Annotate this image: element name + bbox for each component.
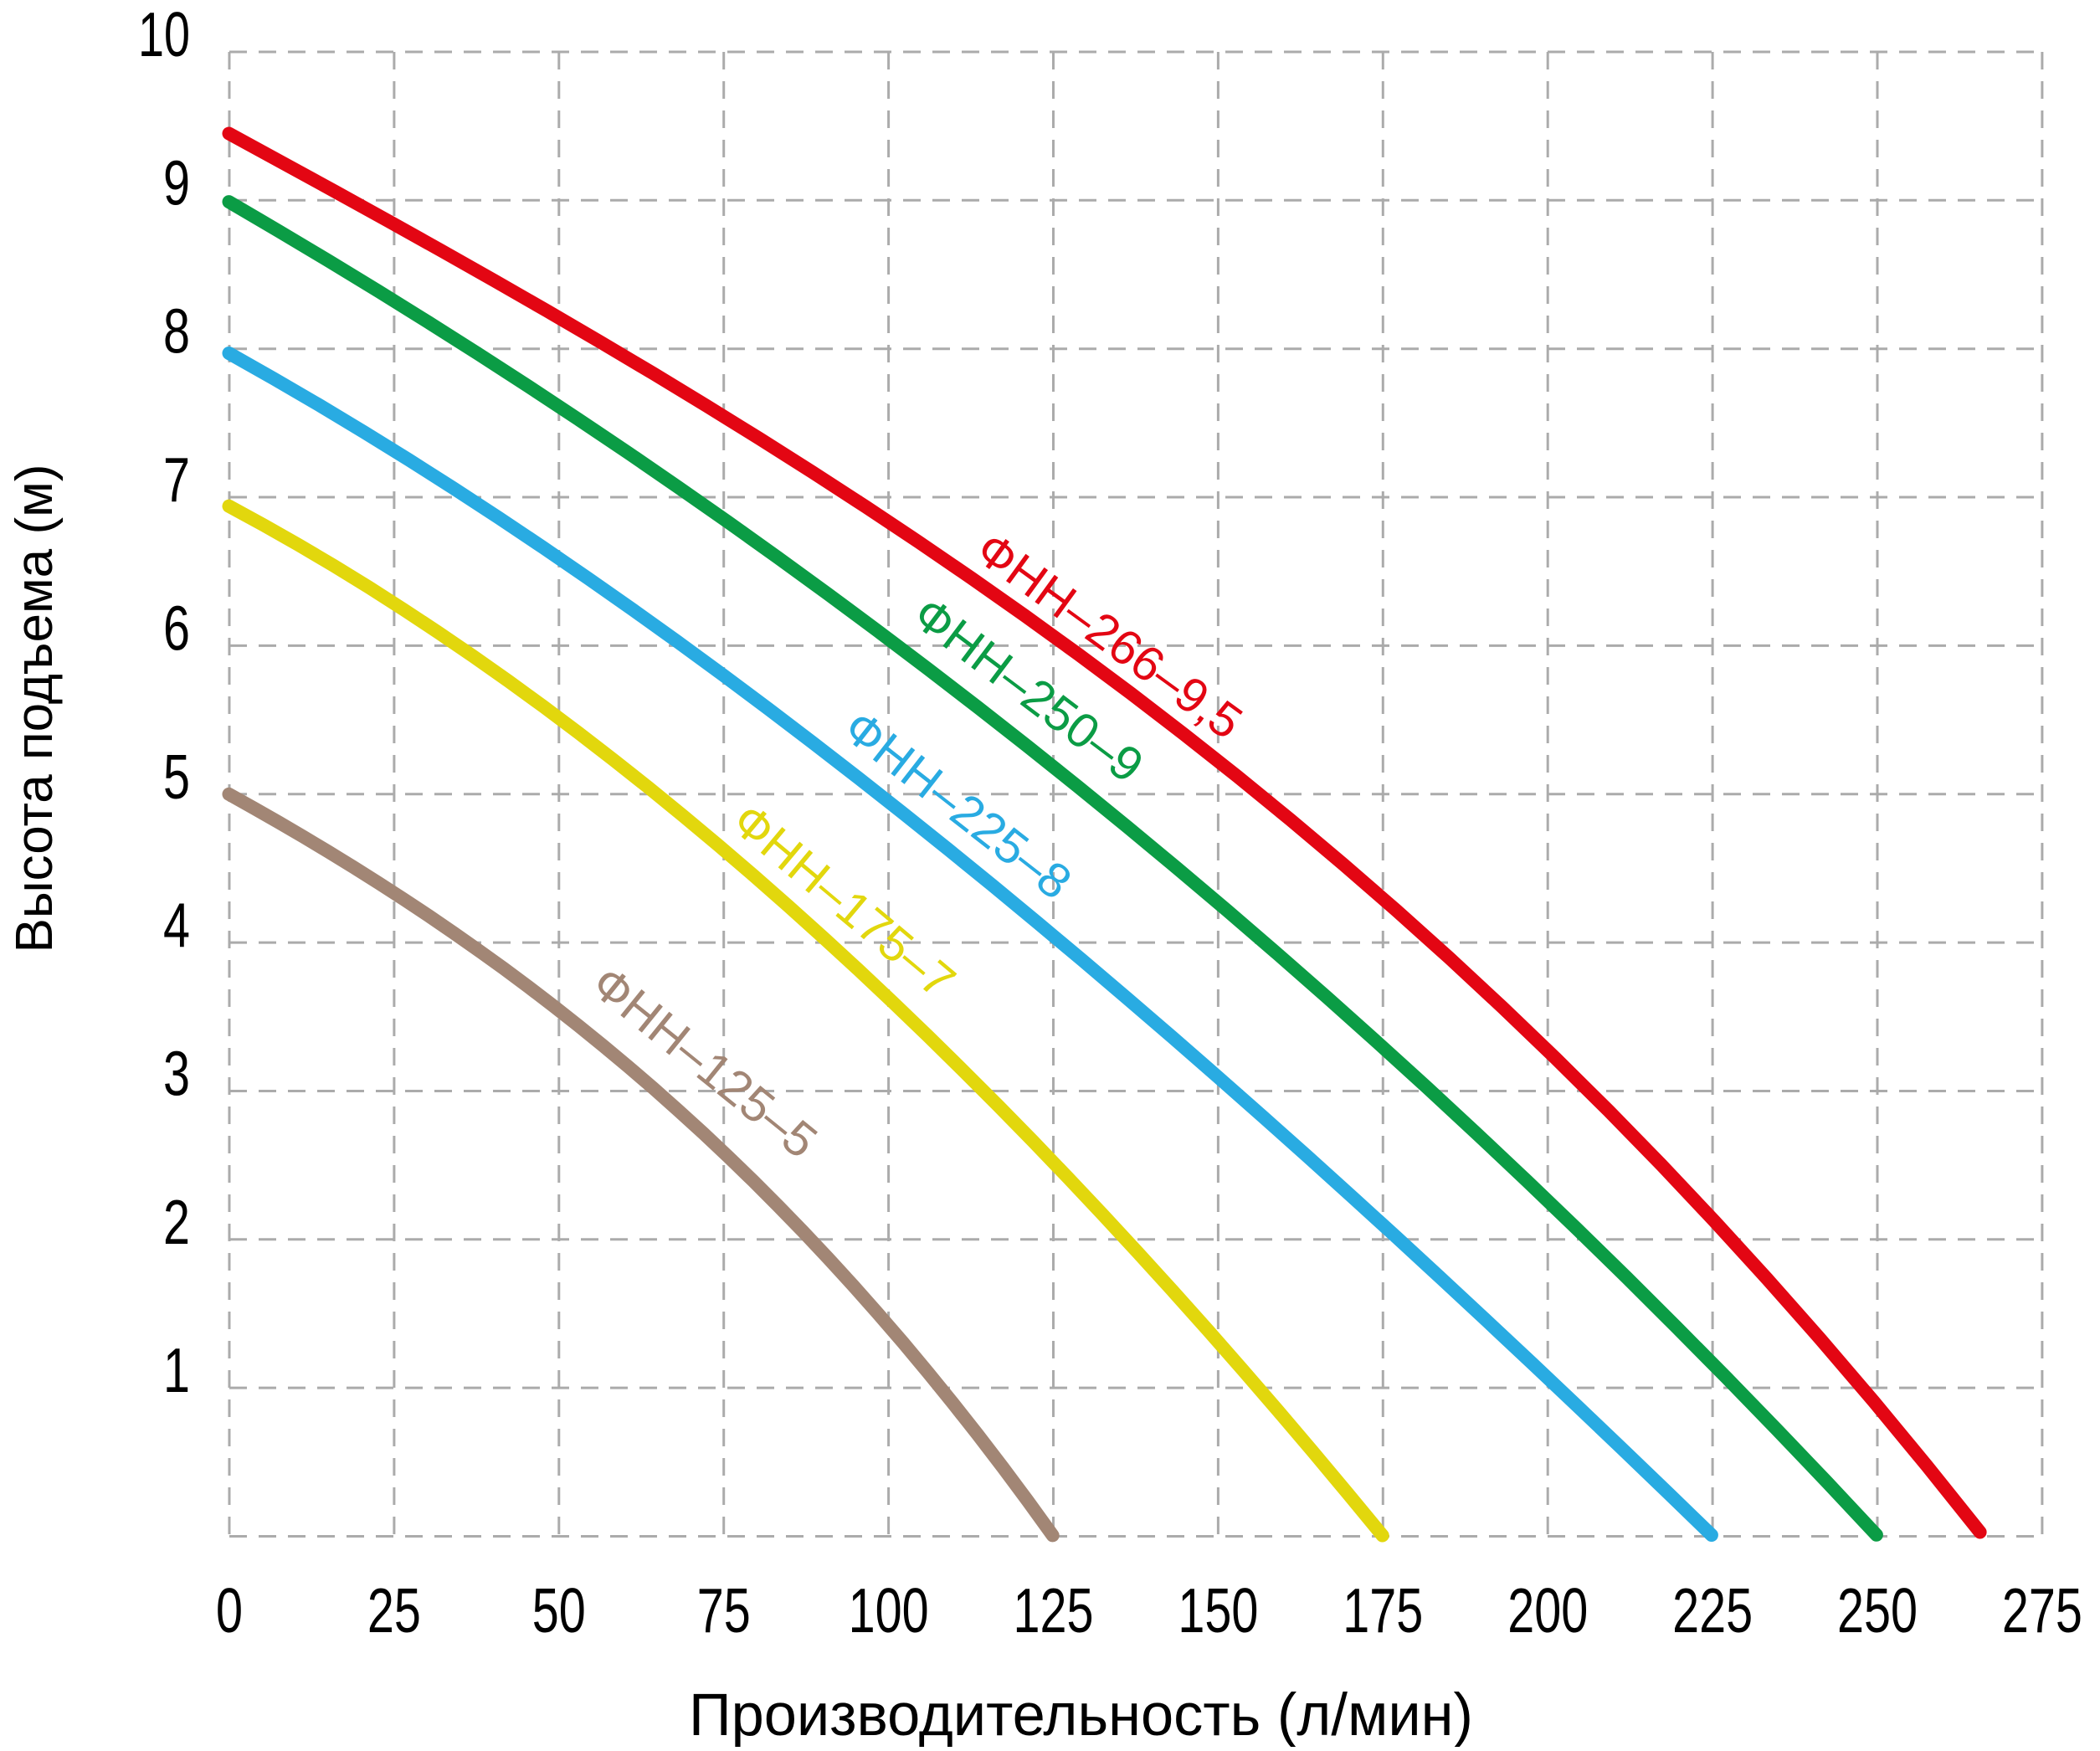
svg-text:4: 4: [163, 890, 190, 960]
svg-text:175: 175: [1343, 1575, 1423, 1646]
svg-text:6: 6: [163, 593, 190, 663]
svg-text:Высота подъема (м): Высота подъема (м): [6, 465, 64, 953]
svg-text:5: 5: [163, 742, 190, 812]
svg-text:150: 150: [1178, 1575, 1258, 1646]
svg-text:7: 7: [163, 444, 190, 515]
svg-text:125: 125: [1014, 1575, 1094, 1646]
svg-text:50: 50: [532, 1575, 586, 1646]
svg-text:200: 200: [1507, 1575, 1588, 1646]
svg-text:275: 275: [2002, 1575, 2082, 1646]
svg-text:Производительность (л/мин): Производительность (л/мин): [689, 1682, 1473, 1747]
svg-text:2: 2: [163, 1187, 190, 1257]
svg-text:225: 225: [1672, 1575, 1753, 1646]
svg-text:75: 75: [697, 1575, 751, 1646]
svg-text:ФНН–266–9,5: ФНН–266–9,5: [966, 521, 1252, 750]
svg-text:1: 1: [163, 1335, 190, 1405]
svg-text:3: 3: [163, 1039, 190, 1109]
svg-text:10: 10: [138, 0, 190, 69]
svg-text:25: 25: [367, 1575, 421, 1646]
svg-text:100: 100: [849, 1575, 929, 1646]
svg-text:250: 250: [1837, 1575, 1918, 1646]
svg-text:9: 9: [163, 147, 190, 218]
svg-text:8: 8: [163, 296, 190, 367]
svg-text:0: 0: [216, 1575, 243, 1646]
svg-text:ФНН–175–7: ФНН–175–7: [722, 793, 966, 1009]
